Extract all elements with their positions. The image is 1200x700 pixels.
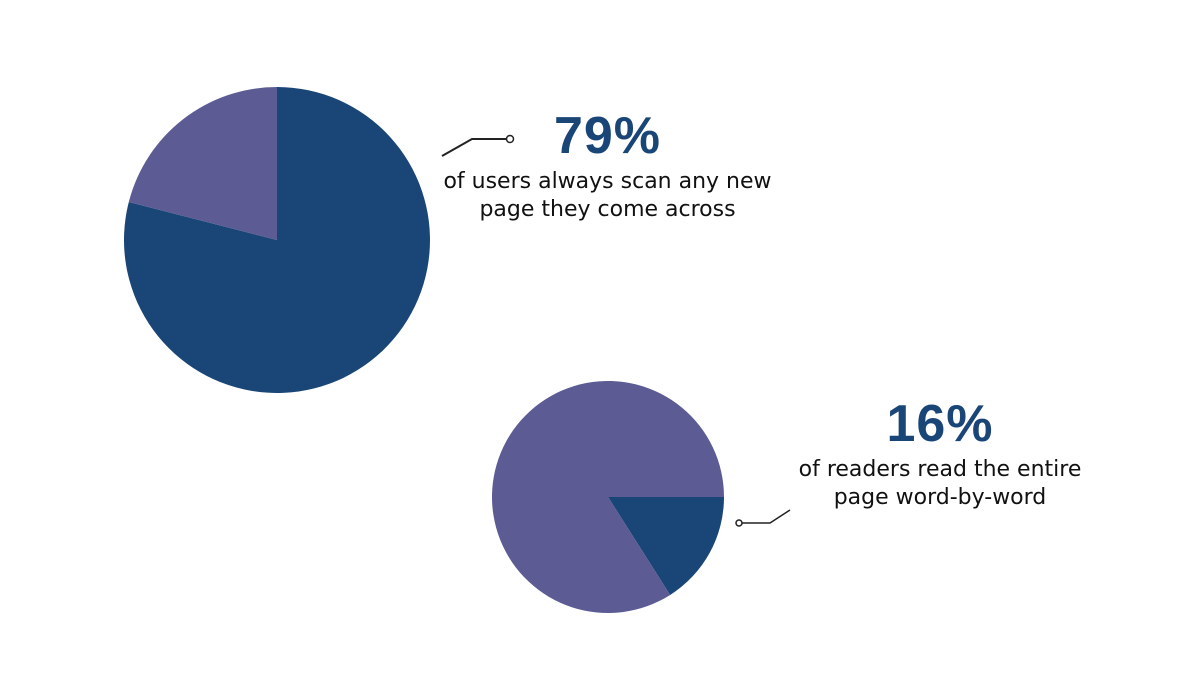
stat-value-2: 16% <box>886 395 994 453</box>
pie-slice-79 <box>123 87 430 394</box>
stat-description-1: of users always scan any new page they c… <box>443 169 772 222</box>
stat-block-2: 16% of readers read the entire page word… <box>790 396 1090 512</box>
stat-value-1: 79% <box>553 107 662 165</box>
pie-slice-84 <box>492 380 724 613</box>
pie-slice-21 <box>128 87 277 240</box>
pie-slice-16 <box>608 497 724 595</box>
callout-dot-1 <box>505 134 515 144</box>
callout-dot-2 <box>735 519 743 527</box>
stat-block-1: 79% of users always scan any new page th… <box>440 108 775 224</box>
pie-chart-scanning <box>123 87 430 394</box>
callout-line-2 <box>742 509 791 524</box>
stat-description-2: of readers read the entire page word-by-… <box>798 457 1082 510</box>
pie-chart-reading <box>492 380 724 613</box>
callout-line-1 <box>441 138 509 157</box>
